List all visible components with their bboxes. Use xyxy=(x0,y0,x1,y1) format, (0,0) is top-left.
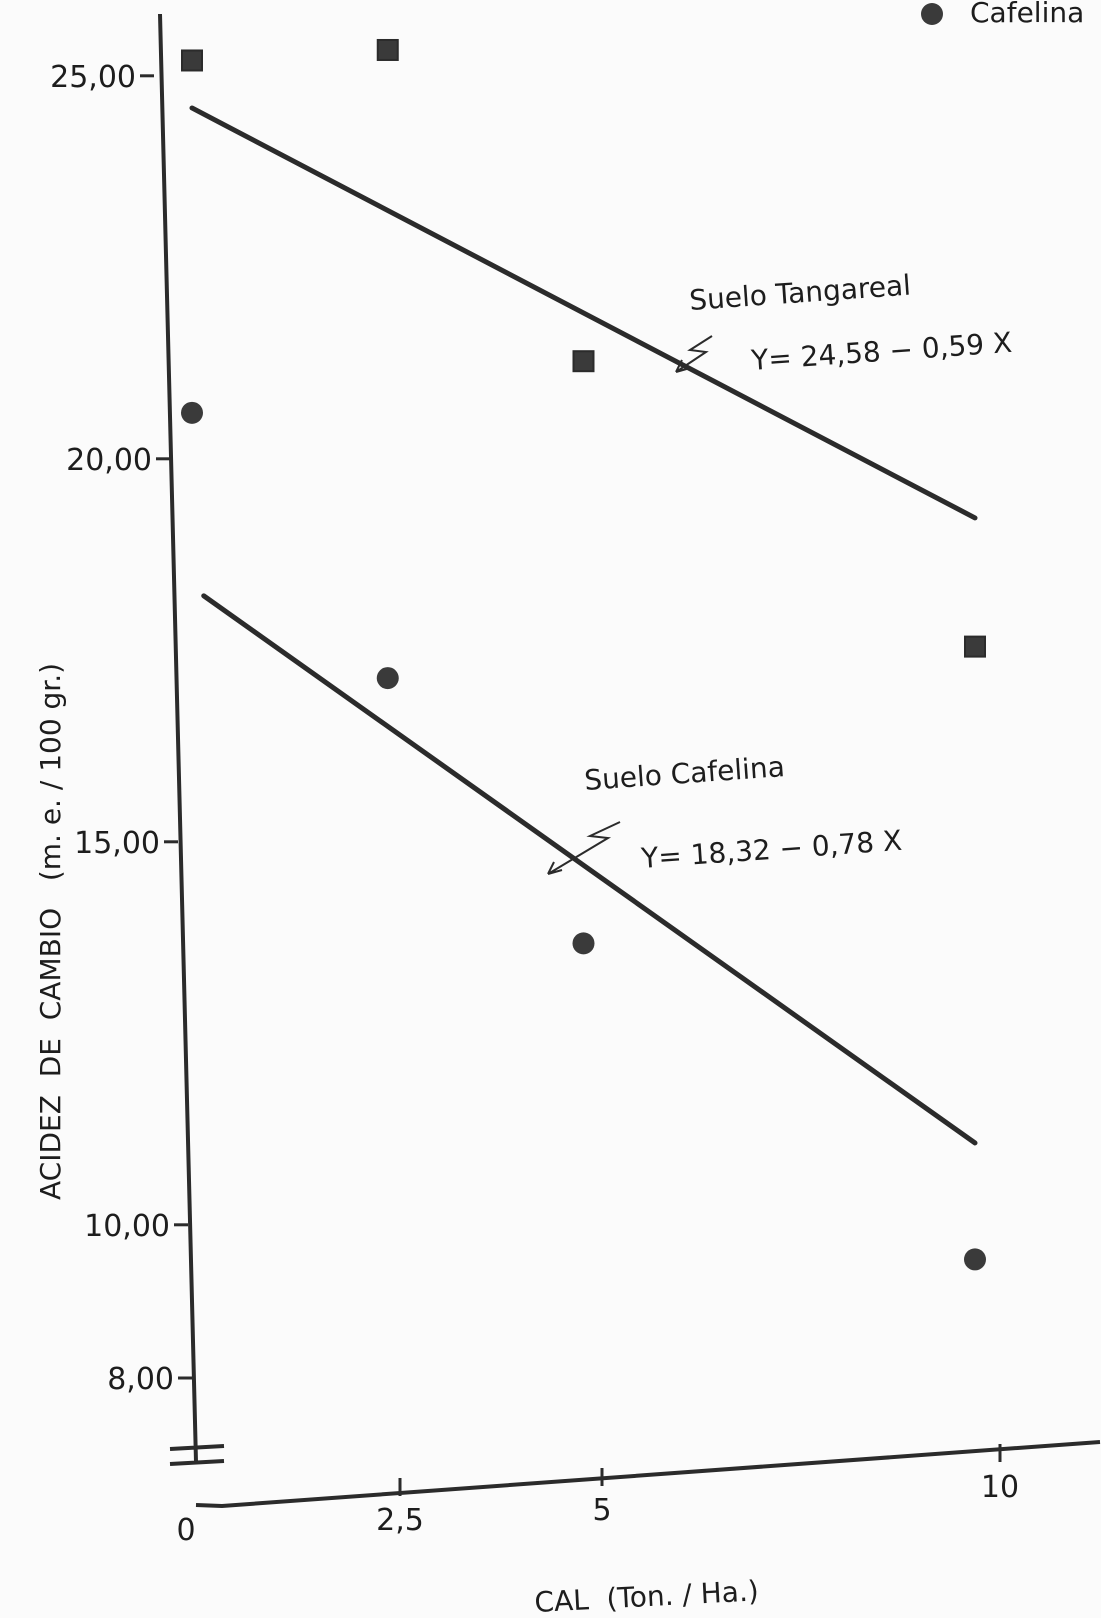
y-tick-label: 20,00 xyxy=(66,443,152,478)
x-tick-label: 5 xyxy=(592,1493,611,1528)
legend-circle-marker xyxy=(921,3,943,25)
x-tick-label: 0 xyxy=(176,1513,195,1548)
fit-line-cafelina xyxy=(201,593,978,1146)
data-point-tangareal xyxy=(376,38,399,61)
y-tick-label: 25,00 xyxy=(50,60,136,95)
fit-lines xyxy=(189,105,978,1146)
x-tick-label: 10 xyxy=(981,1470,1019,1505)
x-axis-title: CAL (Ton. / Ha.) xyxy=(534,1574,760,1618)
equation-cafelina: Y= 18,32 − 0,78 X xyxy=(639,824,903,875)
legend-label: Cafelina xyxy=(970,0,1084,29)
y-ticks: 25,00 20,00 15,00 10,00 8,00 xyxy=(50,60,192,1397)
y-axis-line xyxy=(158,13,225,1466)
data-point-cafelina xyxy=(964,1248,986,1271)
data-point-cafelina xyxy=(181,401,203,424)
series-label-cafelina: Suelo Cafelina xyxy=(583,750,786,797)
data-point-cafelina xyxy=(572,932,595,955)
data-point-tangareal xyxy=(181,49,203,72)
y-tick-label: 8,00 xyxy=(107,1362,174,1397)
series-label-tangareal: Suelo Tangareal xyxy=(688,269,912,317)
data-points xyxy=(181,38,986,1271)
data-point-tangareal xyxy=(572,350,595,373)
x-axis-line xyxy=(195,1440,1101,1509)
y-tick-label: 15,00 xyxy=(74,826,160,861)
x-tick-label: 2,5 xyxy=(376,1503,424,1538)
data-point-tangareal xyxy=(964,635,986,658)
y-axis-title: ACIDEZ DE CAMBIO (m. e. / 100 gr.) xyxy=(34,663,67,1200)
fit-line-tangareal xyxy=(189,105,978,521)
arrow-cafelina xyxy=(547,821,621,875)
arrow-tangareal xyxy=(675,335,713,373)
x-ticks: 0 2,5 5 10 xyxy=(176,1444,1019,1548)
data-point-cafelina xyxy=(376,667,399,690)
y-tick-label: 10,00 xyxy=(84,1209,170,1244)
equation-tangareal: Y= 24,58 − 0,59 X xyxy=(749,326,1013,377)
